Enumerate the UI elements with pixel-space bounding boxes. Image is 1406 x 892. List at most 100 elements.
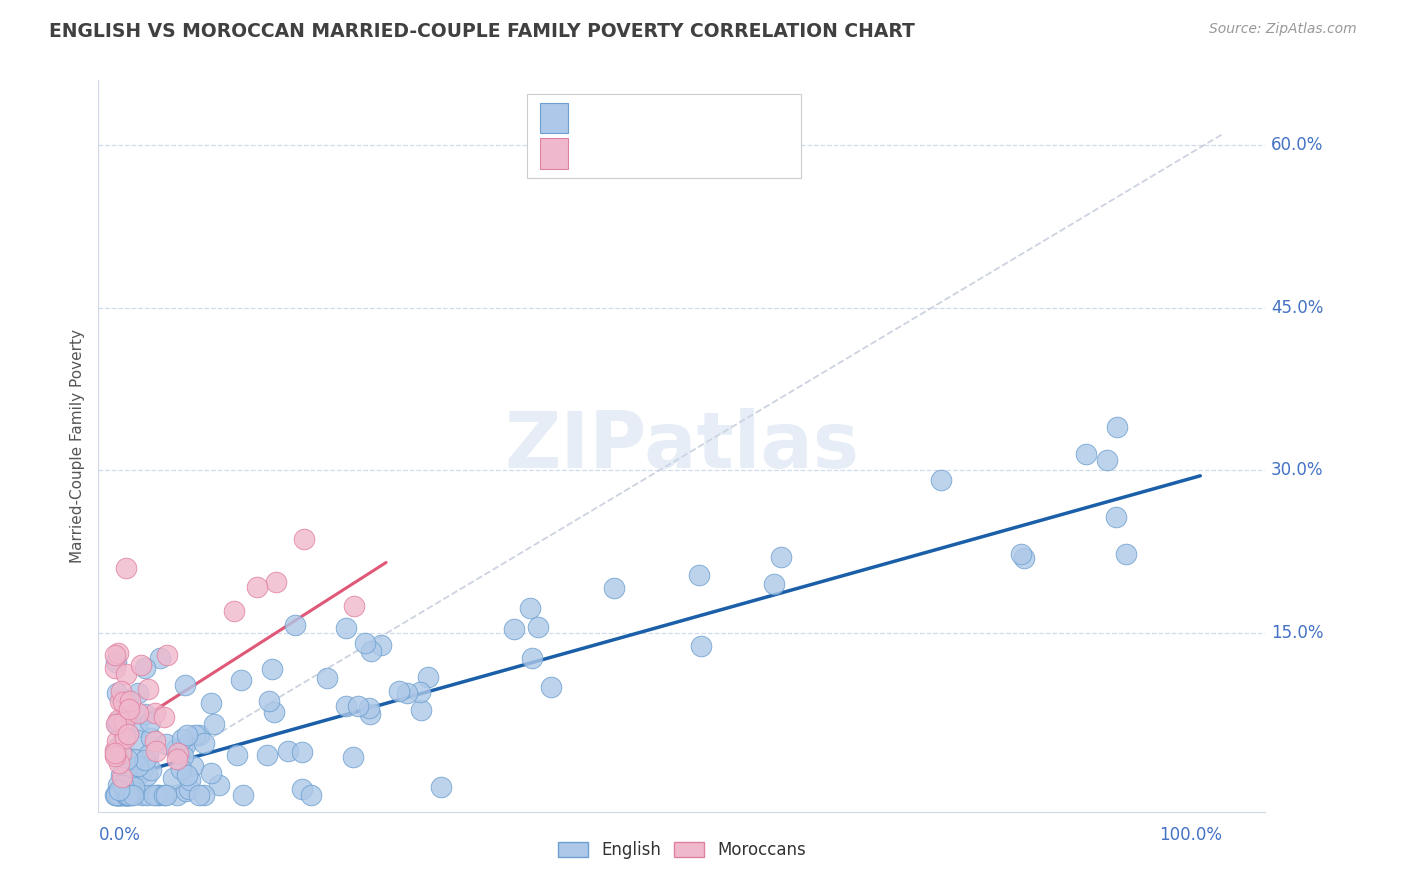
Point (107, 713, 129, 727)
Point (169, 763, 191, 777)
Point (117, 693, 139, 707)
Point (125, 720, 148, 734)
Point (430, 780, 453, 795)
Point (108, 783, 131, 797)
Point (112, 714, 135, 728)
Point (359, 706, 381, 721)
Point (179, 782, 201, 797)
Point (370, 638, 392, 652)
Point (187, 789, 209, 803)
Point (117, 706, 139, 720)
Point (155, 789, 177, 803)
Text: ENGLISH VS MOROCCAN MARRIED-COUPLE FAMILY POVERTY CORRELATION CHART: ENGLISH VS MOROCCAN MARRIED-COUPLE FAMIL… (49, 22, 915, 41)
Point (409, 702, 432, 716)
Point (155, 737, 177, 751)
Point (115, 789, 138, 803)
Point (200, 766, 222, 780)
Point (1014, 550, 1036, 565)
Point (138, 715, 160, 730)
Point (335, 698, 357, 713)
Point (170, 740, 193, 755)
Point (127, 685, 149, 699)
Point (335, 621, 357, 635)
Point (127, 759, 149, 773)
Point (114, 731, 136, 746)
Point (183, 729, 205, 743)
Point (187, 728, 209, 742)
Point (145, 744, 167, 758)
Point (112, 789, 135, 803)
Point (200, 696, 222, 710)
Point (104, 648, 127, 662)
Point (174, 738, 197, 752)
Point (143, 706, 166, 720)
Point (110, 789, 132, 803)
Point (112, 778, 135, 792)
Point (502, 622, 524, 636)
Point (208, 778, 231, 792)
Point (224, 604, 246, 618)
Point (132, 761, 155, 775)
Text: 36: 36 (731, 145, 756, 162)
Point (149, 651, 172, 665)
Text: 130: 130 (731, 109, 769, 127)
Point (342, 599, 364, 613)
Point (181, 758, 204, 772)
Point (134, 661, 156, 675)
Point (117, 727, 139, 741)
Point (179, 773, 201, 788)
Point (1107, 420, 1129, 434)
Point (114, 700, 136, 714)
Text: 0.605: 0.605 (626, 109, 682, 127)
Point (122, 780, 145, 795)
Point (770, 550, 793, 565)
Point (520, 651, 543, 665)
Point (315, 671, 337, 685)
Point (105, 717, 128, 731)
Point (121, 761, 143, 775)
Text: 60.0%: 60.0% (1271, 136, 1323, 154)
Point (107, 788, 129, 802)
Point (104, 716, 127, 731)
Point (166, 752, 188, 766)
Text: Source: ZipAtlas.com: Source: ZipAtlas.com (1209, 22, 1357, 37)
Point (129, 766, 152, 780)
Point (153, 789, 176, 803)
Point (409, 684, 432, 698)
Point (127, 706, 149, 720)
Point (115, 667, 138, 681)
Text: ZIPatlas: ZIPatlas (505, 408, 859, 484)
Text: N =: N = (686, 109, 725, 127)
Point (688, 568, 710, 582)
Text: 30.0%: 30.0% (1271, 461, 1323, 479)
Point (104, 743, 127, 757)
Point (292, 532, 315, 546)
Point (105, 733, 128, 747)
Point (142, 789, 165, 803)
Text: 0.0%: 0.0% (98, 826, 141, 844)
Point (347, 699, 370, 714)
Point (762, 577, 785, 591)
Point (104, 746, 127, 760)
Point (108, 756, 131, 771)
Point (107, 715, 129, 730)
Point (114, 789, 136, 803)
Point (134, 707, 156, 722)
Point (139, 731, 162, 746)
Point (202, 717, 225, 731)
Point (929, 473, 952, 487)
Point (156, 648, 179, 663)
Point (107, 789, 129, 803)
Point (112, 778, 135, 792)
Point (225, 748, 247, 763)
Point (136, 747, 159, 762)
Point (360, 644, 382, 658)
Point (153, 710, 176, 724)
Point (114, 789, 136, 803)
Point (104, 789, 127, 803)
Point (519, 601, 541, 615)
Point (167, 746, 190, 760)
Point (104, 749, 127, 764)
Point (104, 661, 127, 675)
Point (602, 581, 624, 595)
